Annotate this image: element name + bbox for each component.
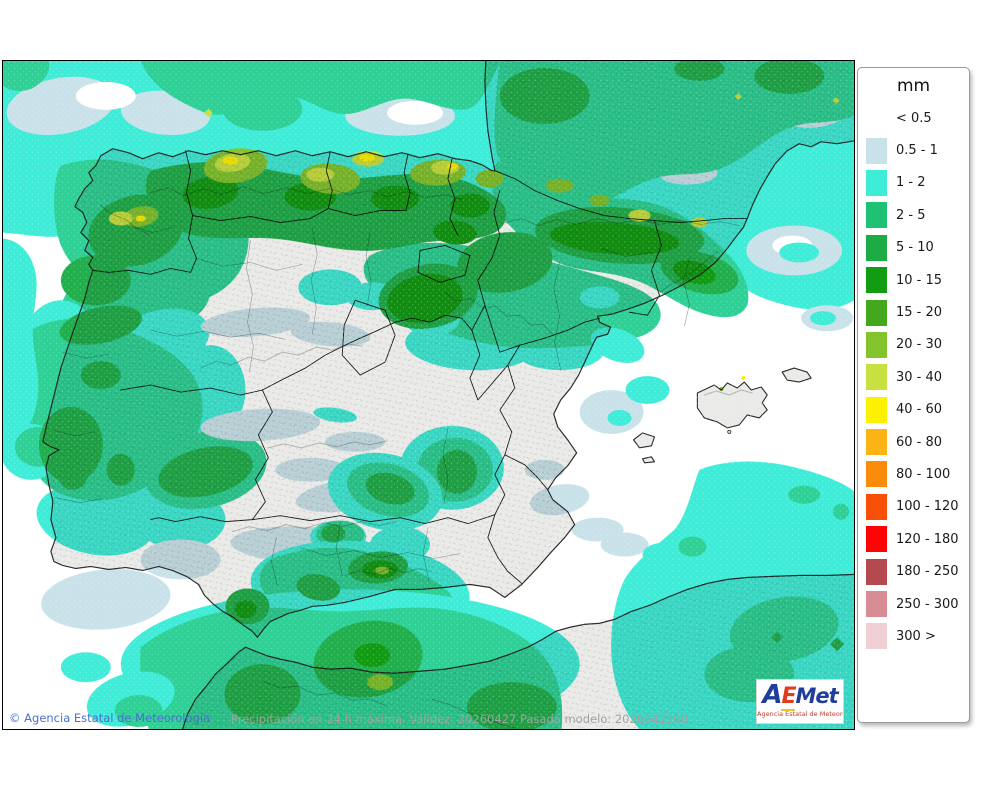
legend-swatch xyxy=(866,364,887,391)
legend-swatch xyxy=(866,105,887,131)
legend-row: 180 - 250 xyxy=(858,555,969,587)
legend-row: 2 - 5 xyxy=(858,199,969,231)
legend-row: 20 - 30 xyxy=(858,329,969,361)
legend-swatch xyxy=(866,396,887,423)
legend-swatch xyxy=(866,493,887,520)
aemet-logo: AEMet Agencia Estatal de Meteorología xyxy=(756,679,844,724)
legend-row: 250 - 300 xyxy=(858,588,969,620)
legend-swatch xyxy=(866,558,887,585)
legend-row: 300 > xyxy=(858,620,969,652)
legend-label: 80 - 100 xyxy=(896,466,951,482)
legend-swatch xyxy=(866,169,887,196)
legend-row: 5 - 10 xyxy=(858,232,969,264)
legend-label: 40 - 60 xyxy=(896,402,943,418)
legend-label: < 0.5 xyxy=(896,110,932,126)
stipple-texture xyxy=(3,61,854,729)
legend-swatch xyxy=(866,234,887,261)
legend-label: 300 > xyxy=(896,628,936,644)
legend-swatch xyxy=(866,299,887,326)
legend-label: 15 - 20 xyxy=(896,305,943,321)
legend-label: 10 - 15 xyxy=(896,272,943,288)
legend-panel: mm < 0.5 0.5 - 1 1 - 2 2 - 5 5 - 10 10 -… xyxy=(857,67,970,723)
legend-row: 10 - 15 xyxy=(858,264,969,296)
legend-swatch xyxy=(866,137,887,164)
legend-row: 1 - 2 xyxy=(858,167,969,199)
legend-row: 40 - 60 xyxy=(858,394,969,426)
legend-row: 80 - 100 xyxy=(858,458,969,490)
legend-label: 2 - 5 xyxy=(896,207,926,223)
legend-swatch xyxy=(866,591,887,618)
legend-label: 180 - 250 xyxy=(896,564,959,580)
legend-label: 20 - 30 xyxy=(896,337,943,353)
copyright-text: © Agencia Estatal de Meteorología xyxy=(9,711,211,725)
precipitation-map: © Agencia Estatal de Meteorología Precip… xyxy=(2,60,855,730)
legend-label: 0.5 - 1 xyxy=(896,143,938,159)
legend-row: 30 - 40 xyxy=(858,361,969,393)
aemet-subtitle: Agencia Estatal de Meteorología xyxy=(757,710,843,718)
aemet-letter-e: E xyxy=(781,684,796,711)
legend-label: 60 - 80 xyxy=(896,434,943,450)
legend-title: mm xyxy=(896,76,931,96)
aemet-letters-met: Met xyxy=(795,684,838,708)
legend-swatch xyxy=(866,623,887,650)
aemet-wordmark: AEMet xyxy=(757,680,843,711)
legend-label: 5 - 10 xyxy=(896,240,934,256)
legend-swatch xyxy=(866,461,887,488)
legend-label: 100 - 120 xyxy=(896,499,959,515)
legend-row: < 0.5 xyxy=(858,102,969,134)
model-info-text: Precipitación en 24 h máxima. Validez: 2… xyxy=(231,712,689,726)
legend-swatch xyxy=(866,331,887,358)
legend-label: 1 - 2 xyxy=(896,175,926,191)
legend-row: 100 - 120 xyxy=(858,491,969,523)
precipitation-map-svg xyxy=(3,61,854,729)
legend-row: 60 - 80 xyxy=(858,426,969,458)
legend-row: 15 - 20 xyxy=(858,296,969,328)
aemet-letter-a: A xyxy=(762,680,782,710)
legend-swatch xyxy=(866,429,887,456)
legend-label: 30 - 40 xyxy=(896,369,943,385)
legend-row: 0.5 - 1 xyxy=(858,134,969,166)
coastline-overlay xyxy=(42,61,854,729)
legend-swatch xyxy=(866,267,887,294)
legend-row: 120 - 180 xyxy=(858,523,969,555)
legend-label: 120 - 180 xyxy=(896,531,959,547)
legend-swatch xyxy=(866,202,887,229)
legend-swatch xyxy=(866,526,887,553)
legend-label: 250 - 300 xyxy=(896,596,959,612)
